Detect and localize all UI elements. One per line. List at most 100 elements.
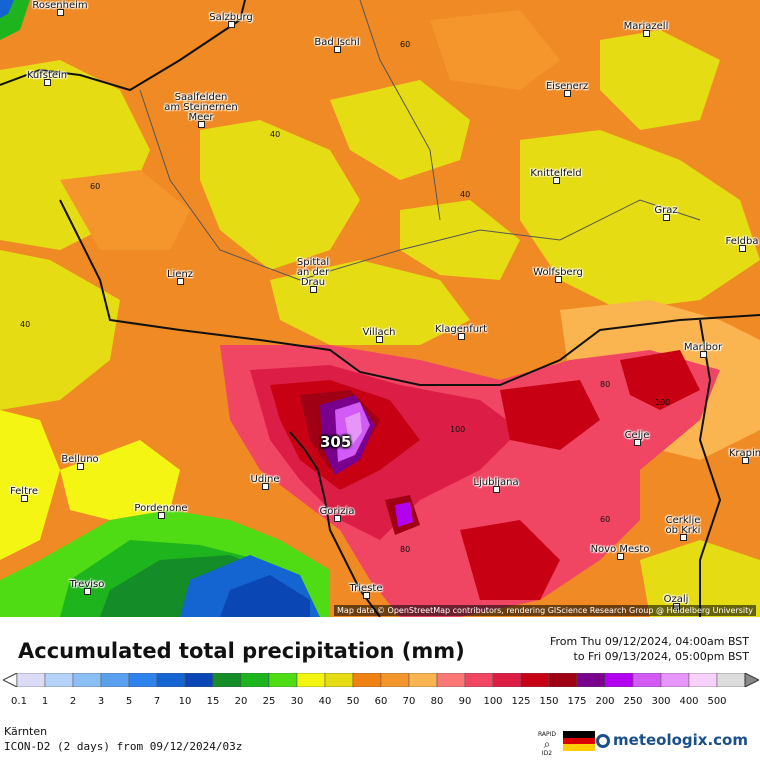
city-marker [77,463,84,470]
city-marker [21,495,28,502]
city-marker [617,553,624,560]
city-marker [739,245,746,252]
scale-tick: 250 [623,696,643,707]
scale-tick: 400 [679,696,699,707]
scale-swatch [576,673,606,687]
city-marker [44,79,51,86]
city-marker [680,534,687,541]
scale-tick: 15 [206,696,220,707]
scale-swatch [268,673,298,687]
scale-tick: 2 [69,696,77,707]
city-label: Bad Ischl [314,37,360,48]
region-name: Kärnten [4,725,48,738]
scale-swatch [660,673,690,687]
scale-swatch [240,673,270,687]
scale-tick: 150 [539,696,559,707]
scale-swatch [716,673,746,687]
city-label: Graz [654,205,678,216]
city-label: Mariazell [623,21,669,32]
scale-swatch [548,673,578,687]
scale-tick: 25 [262,696,276,707]
rapid-id2-logo: RAPID ⌕ ID2 [533,731,561,757]
city-label: Feltre [9,486,39,497]
city-label: Klagenfurt [434,324,488,335]
scale-swatch [44,673,74,687]
city-marker [742,457,749,464]
city-label: Krapin [728,448,760,459]
period-from: From Thu 09/12/2024, 04:00am BST [549,635,749,648]
city-marker [158,512,165,519]
scale-swatch [100,673,130,687]
scale-swatch [408,673,438,687]
city-marker [57,9,64,16]
city-marker [177,278,184,285]
scale-tick: 0.1 [11,696,27,707]
rapid-label: RAPID [537,731,557,738]
scale-swatch [296,673,326,687]
scale-tick: 300 [651,696,671,707]
scale-tick: 500 [707,696,727,707]
scale-tick: 100 [483,696,503,707]
scale-tick: 50 [346,696,360,707]
isohyet-label: 100 [450,425,466,434]
city-label: Gorizia [319,506,355,517]
scale-tick: 200 [595,696,615,707]
scale-swatch [128,673,158,687]
legend-panel: Accumulated total precipitation (mm) Fro… [0,617,760,760]
scale-swatch [212,673,242,687]
model-info: ICON-D2 (2 days) from 09/12/2024/03z [4,740,243,753]
isohyet-label: 40 [460,190,471,199]
scale-tick: 70 [402,696,416,707]
scale-swatch [492,673,522,687]
scale-tick: 20 [234,696,248,707]
scale-tick: 40 [318,696,332,707]
city-label: Eisenerz [545,81,589,92]
city-label: Cerklje ob Krki [665,515,701,536]
scale-swatch [324,673,354,687]
scale-tick: 30 [290,696,304,707]
city-label: Treviso [69,579,105,590]
scale-tick: 80 [430,696,444,707]
scale-tick: 175 [567,696,587,707]
city-label: Ljubljana [473,477,519,488]
city-marker [643,30,650,37]
city-label: Saalfelden am Steinernen Meer [164,92,238,123]
scale-tick: 60 [374,696,388,707]
isohyet-label: 40 [20,320,31,329]
city-marker [663,214,670,221]
city-marker [555,276,562,283]
scale-tick: 125 [511,696,531,707]
city-marker [334,46,341,53]
precipitation-map[interactable]: Rosenheim Salzburg Bad Ischl Mariazell Kufst… [0,0,760,617]
scale-tick-labels: 0.1 1 2 3 5 7 10 15 20 25 30 40 50 60 70 80 90 100 125 150 1… [0,696,760,708]
scale-swatch [184,673,214,687]
peak-value-label: 305 [320,433,352,451]
magnifier-icon: ⌕ [543,737,551,751]
scale-max-arrow [744,673,759,687]
map-attribution: Map data © OpenStreetMap contributors, r… [334,605,756,616]
scale-tick: 5 [125,696,133,707]
city-marker [553,177,560,184]
city-label: Maribor [683,342,723,353]
isohyet-label: 100 [655,398,671,407]
scale-tick: 1 [41,696,49,707]
brand-globe-icon [596,734,611,748]
rapid-sub: ID2 [541,750,553,757]
scale-swatch [520,673,550,687]
brand-logo[interactable]: meteologix.com [596,731,748,749]
city-marker [458,333,465,340]
city-label: Feldba [725,236,759,247]
scale-tick: 7 [153,696,161,707]
city-label: Villach [362,327,396,338]
scale-tick: 10 [178,696,192,707]
city-marker [363,592,370,599]
chart-title: Accumulated total precipitation (mm) [18,639,465,663]
brand-name: meteologix.com [613,731,748,749]
city-marker [310,286,317,293]
scale-min-arrow [3,673,18,687]
precip-field [0,0,760,617]
period-to: to Fri 09/13/2024, 05:00pm BST [573,650,749,663]
city-label: Lienz [166,269,194,280]
city-label: Wolfsberg [533,267,583,278]
isohyet-label: 40 [270,130,281,139]
